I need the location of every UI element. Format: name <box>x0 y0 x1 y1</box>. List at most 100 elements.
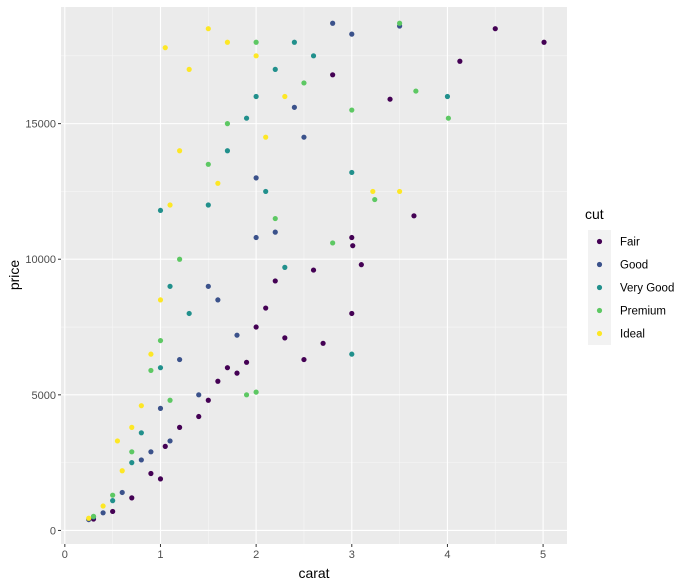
data-point <box>358 262 364 268</box>
data-point <box>397 188 403 195</box>
legend-label: Very Good <box>620 283 674 295</box>
data-point <box>253 324 259 330</box>
data-point <box>157 476 164 482</box>
data-point <box>253 234 259 241</box>
data-point <box>90 513 97 519</box>
data-point <box>215 180 221 186</box>
data-point <box>138 457 144 463</box>
data-point <box>349 169 355 176</box>
data-point <box>157 337 164 344</box>
x-tick-label: 5 <box>540 549 546 561</box>
data-point <box>291 39 297 45</box>
data-point <box>413 88 419 94</box>
data-point <box>129 460 135 466</box>
data-point <box>272 278 278 284</box>
data-point <box>157 365 164 371</box>
data-point <box>387 96 393 102</box>
data-point <box>541 39 547 45</box>
data-point <box>492 26 498 32</box>
data-point <box>330 72 336 78</box>
data-point <box>263 134 269 140</box>
data-point <box>243 392 250 398</box>
data-point <box>177 356 183 363</box>
data-point <box>243 115 250 121</box>
data-point <box>243 359 250 365</box>
y-tick-label: 10000 <box>25 254 56 266</box>
data-point <box>349 234 355 241</box>
scatter-points <box>86 20 547 523</box>
data-point <box>215 378 221 384</box>
data-point <box>272 229 278 235</box>
data-point <box>444 93 451 100</box>
data-point <box>100 510 106 516</box>
data-point <box>263 305 269 311</box>
data-point <box>205 202 211 208</box>
data-point <box>148 351 154 357</box>
legend-items: Fair Good Very Good Premium Ideal <box>588 230 674 345</box>
x-tick-label: 4 <box>444 549 450 561</box>
data-point <box>263 188 269 195</box>
data-point <box>310 267 317 273</box>
x-tick-label: 3 <box>349 549 355 561</box>
data-point <box>129 449 135 455</box>
data-point <box>138 403 144 409</box>
data-point <box>110 508 116 515</box>
data-point <box>224 148 231 154</box>
data-point <box>272 215 278 222</box>
data-point <box>301 356 307 363</box>
data-point <box>350 243 356 249</box>
data-point <box>157 207 164 214</box>
data-point <box>162 45 168 51</box>
data-point <box>411 213 417 219</box>
data-point <box>186 66 192 72</box>
data-point <box>177 424 183 430</box>
data-point <box>86 515 92 521</box>
data-point <box>205 26 211 32</box>
data-point <box>196 413 202 420</box>
data-point <box>310 53 317 59</box>
y-tick-label: 15000 <box>25 119 56 131</box>
x-axis-tick-labels: 0 1 2 3 4 5 <box>62 549 546 561</box>
axis-ticks <box>58 123 544 547</box>
y-axis-tick-labels: 0 5000 10000 15000 <box>25 119 56 538</box>
data-point <box>167 438 173 444</box>
data-point <box>205 161 211 167</box>
data-point <box>215 297 221 303</box>
data-point <box>301 80 307 86</box>
data-point <box>349 31 355 37</box>
data-point <box>110 498 116 504</box>
legend-title: cut <box>585 206 604 222</box>
data-point <box>196 392 202 398</box>
data-point <box>370 188 376 195</box>
data-point <box>167 283 173 289</box>
data-point <box>186 310 192 317</box>
data-point <box>129 424 135 430</box>
x-tick-label: 1 <box>157 549 163 561</box>
legend-key-point <box>596 261 603 268</box>
legend-key-point <box>596 307 603 314</box>
x-tick-label: 0 <box>62 549 68 561</box>
data-point <box>330 20 336 26</box>
legend-key-point <box>596 238 603 245</box>
y-tick-label: 0 <box>50 525 56 537</box>
data-point <box>272 66 278 72</box>
data-point <box>253 93 259 100</box>
legend-label: Ideal <box>620 329 645 341</box>
data-point <box>234 332 240 338</box>
data-point <box>162 443 168 449</box>
data-point <box>397 20 403 26</box>
data-point <box>330 240 336 246</box>
data-point <box>114 438 121 444</box>
legend-key-point <box>596 284 603 291</box>
plot-panel <box>61 7 567 544</box>
legend-key-point <box>596 330 603 337</box>
x-axis-title: carat <box>298 565 329 581</box>
legend-label: Fair <box>620 237 640 249</box>
data-point <box>148 367 154 374</box>
data-point <box>138 430 144 436</box>
data-point <box>110 492 116 498</box>
data-point <box>205 397 211 403</box>
legend-label: Premium <box>620 306 666 318</box>
data-point <box>253 389 259 395</box>
